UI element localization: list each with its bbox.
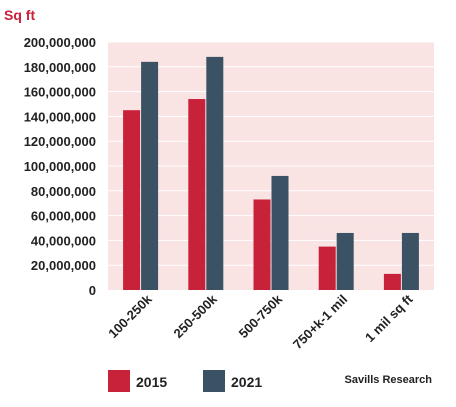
y-tick-label: 180,000,000 [24,60,96,75]
x-tick-label: 500-750k [236,291,286,341]
source-label: Savills Research [345,374,433,386]
y-tick-label: 0 [89,283,96,298]
bars [123,56,419,291]
y-tick-labels: 0 20,000,000 40,000,000 60,000,000 80,000,00… [24,35,96,298]
x-tick-label: 100-250k [105,291,155,341]
y-tick-label: 100,000,000 [24,159,96,174]
bar-2015-500-750k [253,199,271,290]
gridlines [108,41,434,266]
bar-2021-1-mil-sq-ft [401,232,419,290]
bar-2021-100-250k [141,61,159,291]
bar-2015-750-k-1-mil [318,246,336,290]
y-tick-label: 40,000,000 [31,233,96,248]
bar-2021-750-k-1-mil [336,232,354,290]
x-tick-label: 1 mil sq ft [362,291,416,345]
y-tick-label: 20,000,000 [31,258,96,273]
y-tick-label: 160,000,000 [24,85,96,100]
bar-2015-1-mil-sq-ft [383,273,401,290]
legend-label-2021: 2021 [231,374,262,390]
bar-2015-100-250k [123,110,141,290]
y-tick-label: 60,000,000 [31,209,96,224]
y-tick-label: 140,000,000 [24,109,96,124]
legend-label-2015: 2015 [136,374,167,390]
y-axis-label: Sq ft [4,7,35,23]
legend-swatch-2015 [108,370,130,392]
x-tick-labels: 100-250k 250-500k 500-750k 750+k-1 mil 1 mil… [105,291,416,352]
y-tick-label: 120,000,000 [24,134,96,149]
legend: 2015 2021 [108,370,262,392]
bar-2021-250-500k [206,56,224,290]
y-tick-label: 80,000,000 [31,184,96,199]
bar-2015-250-500k [188,99,206,290]
bar-2021-500-750k [271,175,289,290]
y-tick-label: 200,000,000 [24,35,96,50]
legend-swatch-2021 [203,370,225,392]
x-tick-label: 750+k-1 mil [290,292,350,352]
x-tick-label: 250-500k [170,291,220,341]
